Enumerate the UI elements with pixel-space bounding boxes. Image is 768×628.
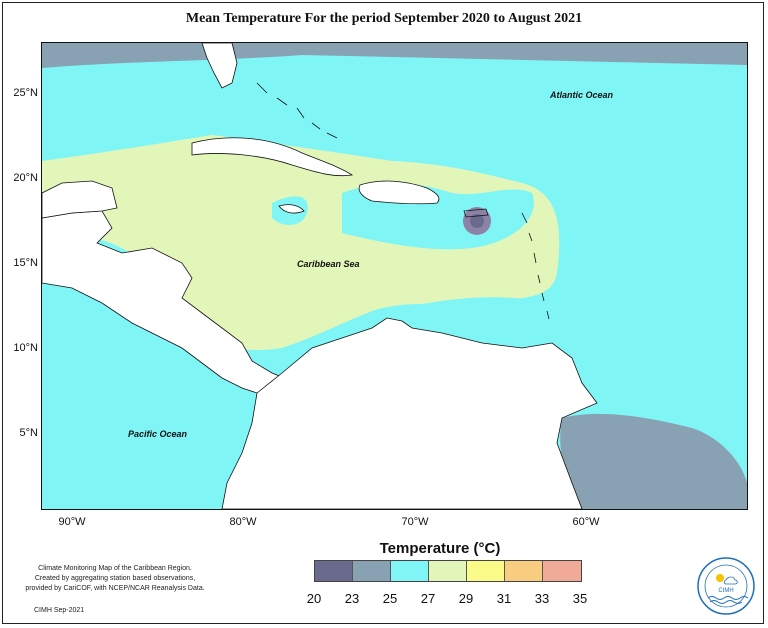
legend-colorbar — [314, 560, 582, 582]
credit-line-1: Climate Monitoring Map of the Caribbean … — [38, 565, 192, 572]
land-mexico-yucatan — [42, 180, 118, 219]
legend-title: Temperature (°C) — [379, 540, 501, 557]
map-title: Mean Temperature For the period Septembe… — [185, 11, 583, 26]
credit-text: Climate Monitoring Map of the Caribbean … — [20, 564, 210, 594]
legend-tick-label: 33 — [534, 591, 550, 606]
land-lesser-antilles — [521, 212, 550, 320]
legend-swatch — [391, 561, 429, 581]
lon-tick-90: 90°W — [58, 516, 86, 528]
lon-tick-70: 70°W — [401, 516, 429, 528]
lat-tick-10: 10°N — [13, 342, 38, 354]
cimh-logo: CIMH — [697, 557, 755, 615]
caribbean-sea-label: Caribbean Sea — [297, 259, 360, 269]
legend-swatch — [467, 561, 505, 581]
temp-zone-guianas-dark — [560, 413, 747, 509]
lat-tick-15: 15°N — [13, 257, 38, 269]
legend-tick-label: 29 — [458, 591, 474, 606]
legend-tick-label: 31 — [496, 591, 512, 606]
land-central-america — [42, 210, 288, 394]
map-canvas — [42, 43, 747, 509]
lat-tick-5: 5°N — [19, 427, 38, 439]
legend-swatch — [429, 561, 467, 581]
legend-swatch — [543, 561, 581, 581]
land-south-america — [221, 317, 598, 509]
lat-tick-20: 20°N — [13, 172, 38, 184]
land-jamaica — [278, 204, 305, 214]
lat-tick-25: 25°N — [13, 87, 38, 99]
land-florida — [201, 43, 238, 89]
legend-tick-label: 20 — [306, 591, 322, 606]
logo-text: CIMH — [718, 588, 733, 594]
legend-swatch — [353, 561, 391, 581]
legend-tick-label: 25 — [382, 591, 398, 606]
legend-tick-label: 23 — [344, 591, 360, 606]
waves-icon — [707, 596, 749, 600]
land-puerto-rico — [463, 208, 489, 218]
pacific-ocean-label: Pacific Ocean — [128, 429, 188, 439]
credit-line-3: provided by CariCOF, with NCEP/NCAR Rean… — [25, 585, 205, 592]
legend-swatch — [315, 561, 353, 581]
temp-zone-puerto-rico-core — [470, 214, 484, 228]
land-bahamas — [256, 82, 338, 139]
cloud-icon — [724, 576, 738, 585]
legend-tick-label: 35 — [572, 591, 588, 606]
legend-tick-label: 27 — [420, 591, 436, 606]
atlantic-ocean-label: Atlantic Ocean — [550, 90, 614, 100]
sun-icon — [716, 574, 724, 582]
temperature-map: Atlantic Ocean Caribbean Sea Pacific Oce… — [41, 42, 748, 510]
lon-tick-60: 60°W — [572, 516, 600, 528]
lon-tick-80: 80°W — [229, 516, 257, 528]
credit-date: CIMH Sep-2021 — [34, 607, 85, 614]
land-hispaniola — [358, 180, 440, 205]
legend-swatch — [505, 561, 543, 581]
land-cuba — [191, 137, 354, 177]
credit-line-2: Created by aggregating station based obs… — [34, 575, 196, 582]
